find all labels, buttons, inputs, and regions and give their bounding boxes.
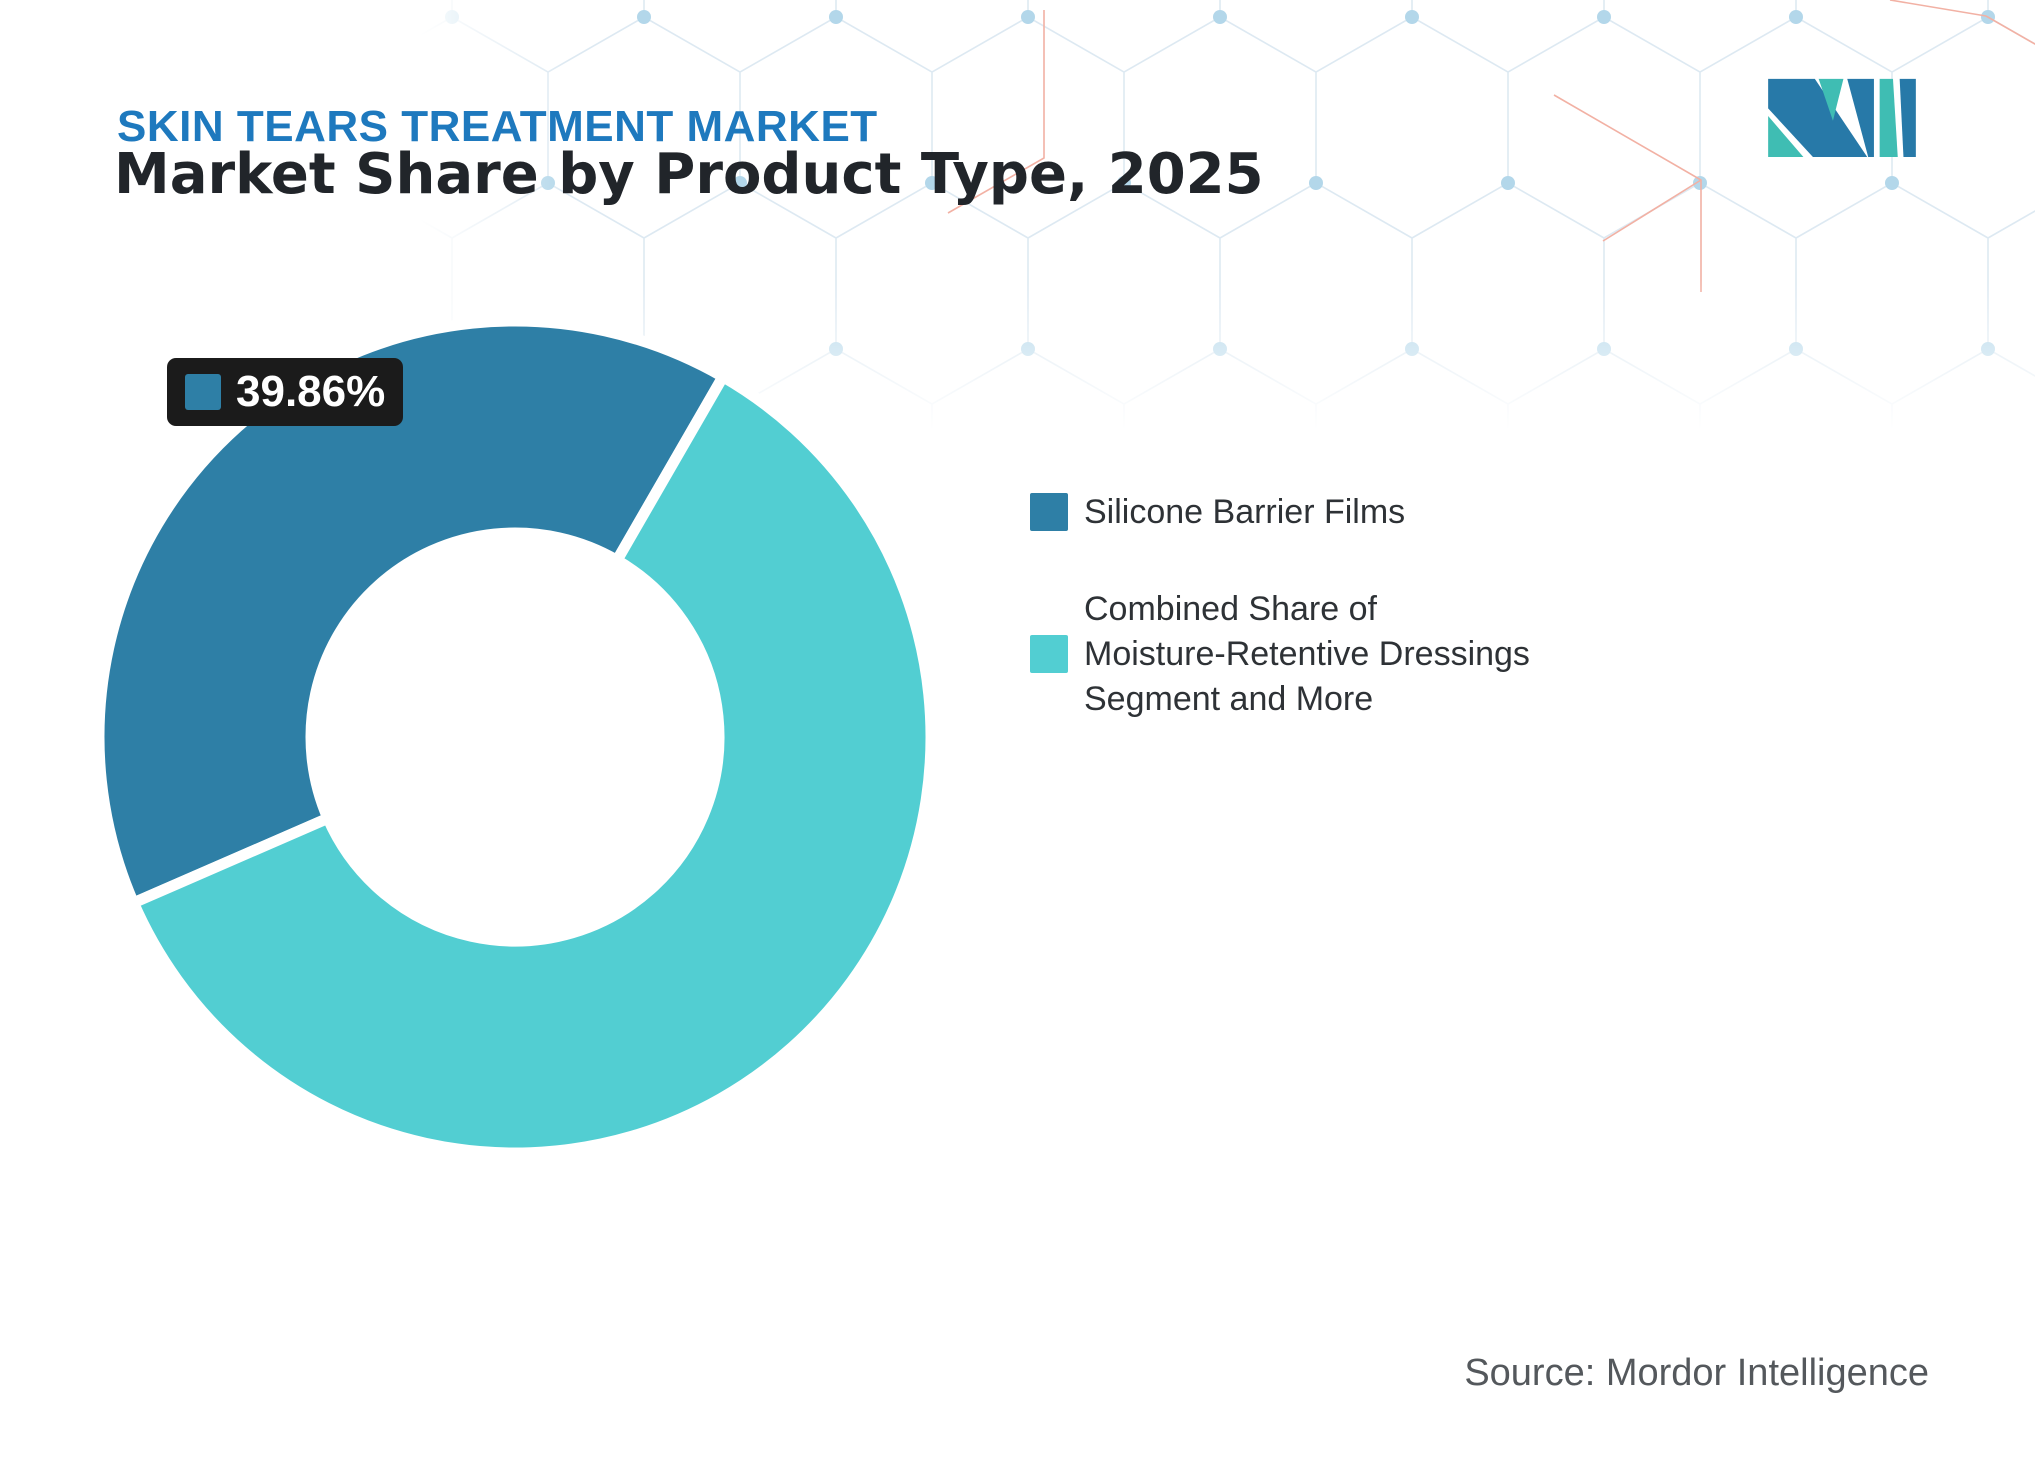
legend-swatch-icon — [1030, 493, 1068, 532]
donut-slice-1[interactable] — [93, 315, 729, 909]
logo-blue-block — [1899, 78, 1916, 157]
logo-blue-band — [1768, 78, 1868, 157]
label-value: 39.86% — [236, 367, 386, 416]
logo-teal-block — [1879, 78, 1898, 157]
donut-slice-2[interactable] — [128, 371, 937, 1159]
legend-label: Combined Share of Moisture-Retentive Dres… — [1084, 589, 1530, 718]
chart-legend: Silicone Barrier Films Combined Share of M… — [1030, 490, 1530, 722]
mordor-intelligence-logo — [1768, 78, 1916, 157]
report-kicker: SKIN TEARS TREATMENT MARKET — [117, 102, 878, 151]
chart-title: Market Share by Product Type, 2025 — [114, 142, 1264, 207]
legend-item-1[interactable]: Silicone Barrier Films — [1030, 490, 1530, 535]
legend-label: Silicone Barrier Films — [1084, 493, 1406, 531]
donut-chart — [93, 315, 937, 1159]
accent-lines — [947, 0, 2035, 292]
logo-teal-triangle — [1768, 116, 1804, 157]
slice-data-label: 39.86% — [167, 358, 404, 426]
logo-teal-wedge — [1818, 78, 1844, 121]
source-credit: Source: Mordor Intelligence — [1464, 1352, 1929, 1394]
legend-swatch-icon — [1030, 635, 1068, 674]
legend-item-2[interactable]: Combined Share of Moisture-Retentive Dres… — [1030, 587, 1530, 722]
label-swatch-icon — [185, 374, 221, 410]
logo-blue-leg — [1847, 78, 1874, 157]
